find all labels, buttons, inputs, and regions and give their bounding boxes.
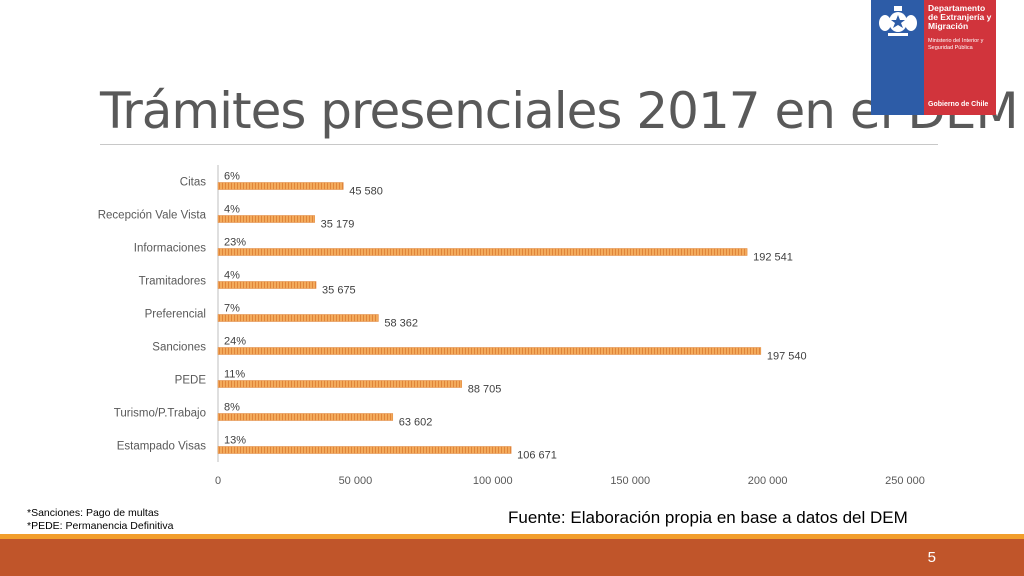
value-label: 106 671 <box>517 450 557 462</box>
value-label: 35 675 <box>322 285 356 297</box>
bar <box>217 314 379 322</box>
percent-label: 7% <box>224 303 240 315</box>
value-label: 63 602 <box>399 417 433 429</box>
percent-label: 11% <box>224 369 245 381</box>
logo-ministry: Ministerio del Interior y Seguridad Públ… <box>928 38 984 51</box>
x-tick-label: 200 000 <box>748 475 788 487</box>
value-label: 192 541 <box>753 252 793 264</box>
x-tick-label: 250 000 <box>885 475 925 487</box>
x-tick-label: 0 <box>215 475 221 487</box>
bar <box>217 281 317 289</box>
value-label: 58 362 <box>384 318 418 330</box>
bar <box>217 413 394 421</box>
bar <box>217 380 463 388</box>
category-label: PEDE <box>175 375 207 387</box>
value-label: 45 580 <box>349 186 383 198</box>
x-tick-label: 50 000 <box>339 475 373 487</box>
category-label: Tramitadores <box>139 276 207 288</box>
percent-label: 13% <box>224 435 246 447</box>
percent-label: 24% <box>224 336 246 348</box>
bar <box>217 347 762 355</box>
category-label: Sanciones <box>152 342 206 354</box>
source-note: Fuente: Elaboración propia en base a dat… <box>508 508 908 527</box>
category-label: Preferencial <box>145 309 206 321</box>
percent-label: 6% <box>224 171 240 183</box>
page-number: 5 <box>927 549 936 566</box>
value-label: 88 705 <box>468 384 502 396</box>
bar <box>217 248 748 256</box>
category-label: Informaciones <box>134 243 206 255</box>
coat-of-arms-icon <box>879 6 917 36</box>
percent-label: 8% <box>224 402 240 414</box>
bar-chart: Citas 6% 45 580 Recepción Vale Vista 4% 35 17… <box>98 165 925 487</box>
percent-label: 4% <box>224 204 240 216</box>
category-label: Estampado Visas <box>117 441 207 453</box>
footnote-sanciones: *Sanciones: Pago de multas <box>27 507 159 519</box>
page-title: Trámites presenciales 2017 en el DEM <box>100 82 1019 140</box>
title-divider <box>100 144 938 145</box>
footer-accent-line <box>0 534 1024 539</box>
value-label: 197 540 <box>767 351 807 363</box>
bar <box>217 446 512 454</box>
category-label: Turismo/P.Trabajo <box>114 408 206 420</box>
bar <box>217 182 344 190</box>
x-tick-label: 150 000 <box>610 475 650 487</box>
logo-department-name: Departamento de Extranjería y Migración <box>928 3 992 31</box>
category-label: Citas <box>180 177 206 189</box>
footer-bar <box>0 539 1024 576</box>
logo-red-block <box>924 0 996 115</box>
value-label: 35 179 <box>321 219 355 231</box>
footnotes: *Sanciones: Pago de multas *PEDE: Perman… <box>27 507 173 533</box>
percent-label: 23% <box>224 237 246 249</box>
dem-logo: Departamento de Extranjería y Migración … <box>871 0 996 115</box>
category-label: Recepción Vale Vista <box>98 210 207 222</box>
logo-government: Gobierno de Chile <box>928 101 989 108</box>
x-tick-label: 100 000 <box>473 475 513 487</box>
bar <box>217 215 315 223</box>
percent-label: 4% <box>224 270 240 282</box>
footnote-pede: *PEDE: Permanencia Definitiva <box>27 520 174 532</box>
